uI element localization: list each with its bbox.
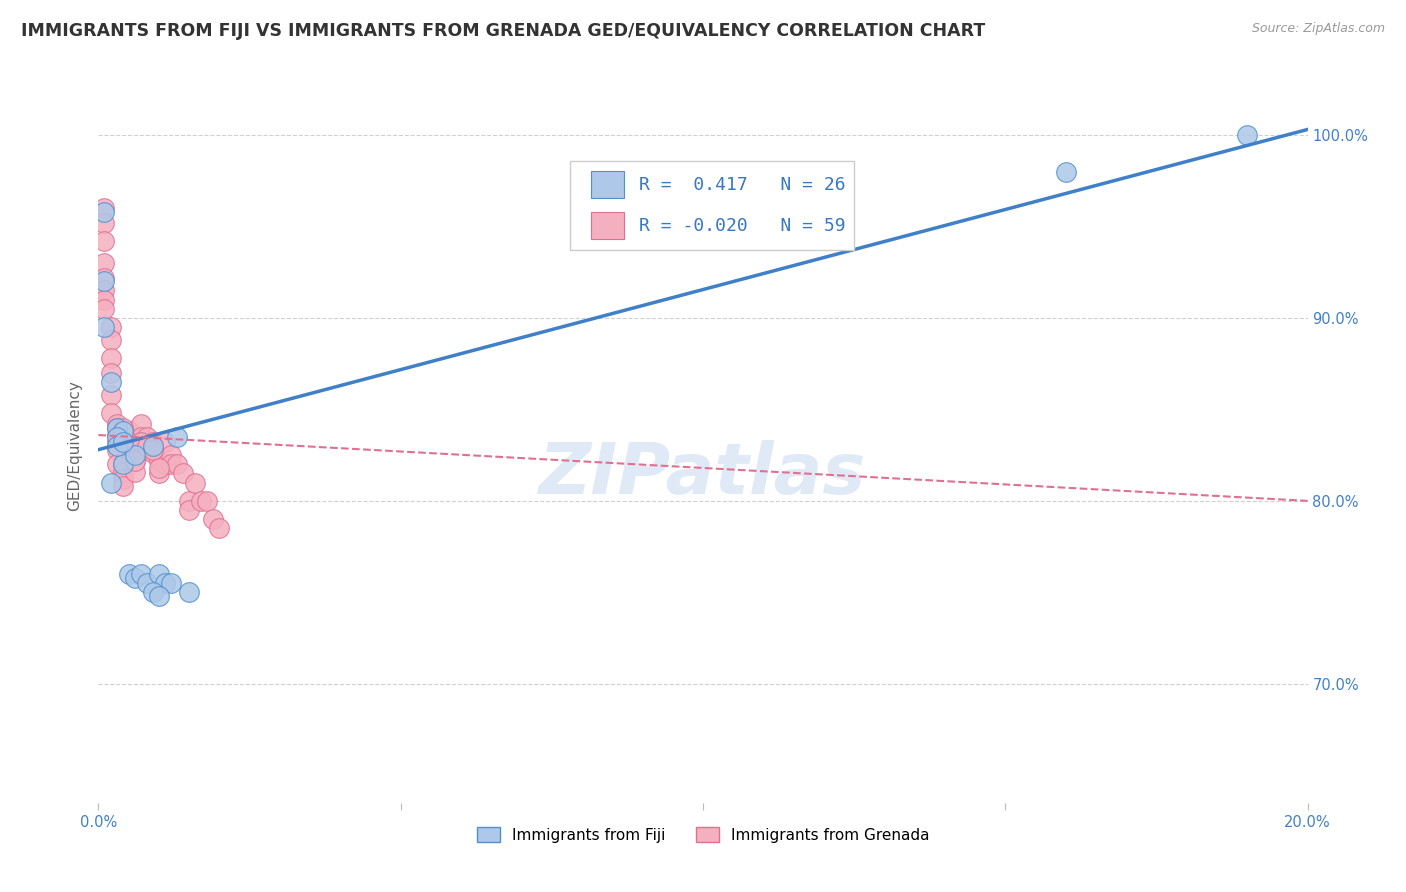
Point (153, 435, 176, 450)
Point (111, 479, 134, 493)
Text: R = -0.020   N = 59: R = -0.020 N = 59 (638, 217, 845, 235)
Point (172, 467, 194, 481)
Point (100, 320, 122, 334)
Point (129, 567, 152, 582)
Point (195, 494, 218, 508)
Point (105, 428, 128, 442)
Text: Source: ZipAtlas.com: Source: ZipAtlas.com (1251, 22, 1385, 36)
Point (142, 585, 165, 599)
Point (118, 435, 141, 450)
Point (93, 274, 115, 288)
Point (148, 567, 170, 582)
Point (100, 366, 122, 380)
Point (100, 388, 122, 402)
Point (118, 425, 141, 439)
Point (184, 475, 207, 490)
Point (111, 458, 134, 472)
Point (160, 448, 183, 462)
FancyBboxPatch shape (591, 171, 624, 198)
Point (1236, 128, 1258, 142)
Point (153, 576, 176, 591)
Point (93, 216, 115, 230)
Point (129, 430, 152, 444)
Point (160, 576, 183, 591)
Point (142, 439, 165, 453)
Point (148, 453, 170, 467)
Point (202, 512, 225, 526)
Point (190, 494, 212, 508)
Point (124, 442, 146, 457)
Point (124, 465, 146, 479)
Point (135, 439, 157, 453)
Point (166, 458, 188, 472)
Point (135, 430, 157, 444)
Point (105, 420, 128, 434)
Point (148, 589, 170, 603)
Point (118, 435, 141, 450)
Point (1054, 164, 1077, 178)
Text: R =  0.417   N = 26: R = 0.417 N = 26 (638, 176, 845, 194)
Point (105, 458, 128, 472)
FancyBboxPatch shape (591, 212, 624, 239)
Point (111, 435, 134, 450)
Point (105, 420, 128, 434)
Point (105, 430, 128, 444)
Point (142, 446, 165, 460)
Point (179, 585, 201, 599)
Point (111, 465, 134, 479)
Point (93, 256, 115, 270)
Point (93, 284, 115, 298)
Point (93, 234, 115, 248)
Point (93, 320, 115, 334)
Point (100, 351, 122, 366)
Point (93, 201, 115, 215)
Point (135, 576, 157, 591)
Point (111, 420, 134, 434)
Point (118, 442, 141, 457)
Point (111, 472, 134, 486)
Text: IMMIGRANTS FROM FIJI VS IMMIGRANTS FROM GRENADA GED/EQUIVALENCY CORRELATION CHAR: IMMIGRANTS FROM FIJI VS IMMIGRANTS FROM … (21, 22, 986, 40)
Point (148, 461, 170, 475)
Point (124, 453, 146, 467)
Point (129, 442, 152, 457)
FancyBboxPatch shape (569, 161, 855, 250)
Point (124, 448, 146, 462)
Point (129, 435, 152, 450)
Point (93, 293, 115, 307)
Point (93, 301, 115, 316)
Point (105, 417, 128, 431)
Point (105, 442, 128, 457)
Point (129, 417, 152, 431)
Point (148, 467, 170, 481)
Point (153, 458, 176, 472)
Point (93, 270, 115, 285)
Text: ZIPatlas: ZIPatlas (540, 440, 866, 509)
Point (100, 375, 122, 389)
Point (100, 475, 122, 490)
Point (208, 521, 231, 535)
Point (179, 503, 201, 517)
Point (111, 425, 134, 439)
Point (142, 435, 165, 450)
Point (118, 567, 141, 582)
Point (179, 494, 201, 508)
Point (111, 458, 134, 472)
Point (160, 458, 183, 472)
Point (166, 430, 188, 444)
Point (93, 204, 115, 219)
Point (105, 439, 128, 453)
Point (124, 453, 146, 467)
Point (135, 442, 157, 457)
Point (142, 442, 165, 457)
Y-axis label: GED/Equivalency: GED/Equivalency (67, 381, 83, 511)
Point (105, 435, 128, 450)
Point (100, 333, 122, 347)
Point (100, 406, 122, 420)
Legend: Immigrants from Fiji, Immigrants from Grenada: Immigrants from Fiji, Immigrants from Gr… (471, 821, 935, 848)
Point (124, 571, 146, 585)
